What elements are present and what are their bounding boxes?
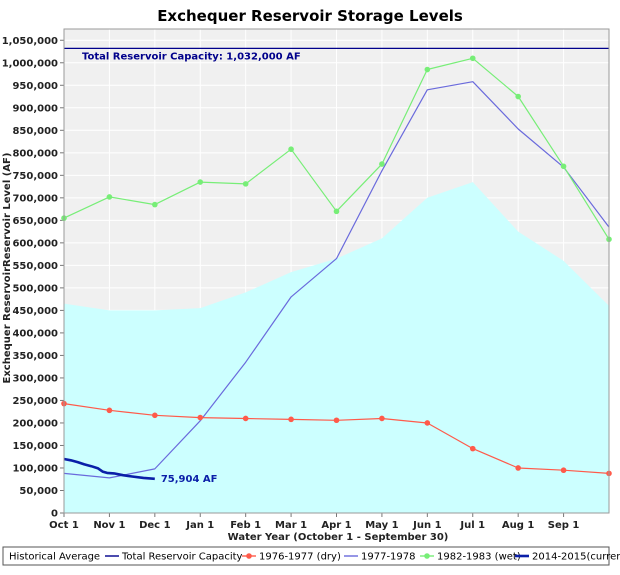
y-axis-label: Exchequer ReservoirReservoir Level (AF) [2, 153, 13, 384]
series-1976-1977-dry-point [106, 407, 113, 414]
legend-label-historical-average: Historical Average [9, 552, 100, 563]
series-1977-1978-line [63, 81, 610, 479]
x-tick-label: May 1 [365, 520, 398, 531]
x-tick-label: Jun 1 [412, 520, 441, 531]
x-tick-label: Aug 1 [502, 520, 534, 531]
series-1976-1977-dry-point [152, 412, 158, 419]
y-tick-label: 250,000 [12, 396, 58, 407]
x-tick-label: Nov 1 [93, 520, 125, 531]
series-1976-1977-dry-point [333, 417, 340, 424]
y-tick-label: 950,000 [12, 81, 58, 92]
chart-title: Exchequer Reservoir Storage Levels [157, 7, 463, 25]
series-1976-1977-dry-point [379, 415, 385, 422]
y-tick-label: 300,000 [12, 373, 58, 384]
series-1982-1983-wet-point [333, 208, 340, 215]
y-tick-label: 500,000 [12, 283, 58, 294]
x-tick-label: Mar 1 [275, 520, 307, 531]
capacity-annotation: Total Reservoir Capacity: 1,032,000 AF [82, 51, 301, 62]
legend: Historical Average Total Reservoir Capaci… [2, 546, 620, 566]
y-tick-label: 700,000 [12, 193, 58, 204]
y-tick-label: 900,000 [12, 103, 58, 114]
x-tick-label: Oct 1 [49, 520, 79, 531]
series-1982-1983-wet-point [424, 66, 431, 73]
series-1982-1983-wet-point [242, 181, 249, 187]
y-tick-label: 800,000 [12, 148, 58, 159]
series-2014-2015-current-line [63, 457, 155, 481]
legend-label-1982-1983-wet: 1982-1983 (wet) [437, 552, 521, 563]
series-1976-1977-dry-point [197, 414, 204, 421]
series-1982-1983-wet-point [515, 93, 521, 100]
legend-box [2, 546, 610, 566]
y-tick-label: 600,000 [12, 238, 58, 249]
series-1982-1983-wet-point [560, 163, 567, 170]
y-tick-label: 650,000 [12, 216, 58, 227]
legend-label-total-reservoir-capacity: Total Reservoir Capacity [121, 552, 243, 563]
series-1982-1983-wet-point [106, 194, 113, 200]
legend-marker-1982-1983-wet [424, 553, 430, 559]
series-historical-average-area [64, 182, 609, 513]
x-tick-label: Sep 1 [548, 520, 580, 531]
x-tick-label: Jan 1 [185, 520, 214, 531]
y-tick-label: 850,000 [12, 126, 58, 137]
x-axis-label: Water Year (October 1 - September 30) [228, 532, 449, 543]
legend-label-1976-1977-dry: 1976-1977 (dry) [259, 552, 341, 563]
series-1976-1977-dry-point [424, 420, 431, 426]
x-tick-label: Dec 1 [139, 520, 170, 531]
y-tick-label: 100,000 [12, 463, 58, 474]
legend-label-2014-2015-current: 2014-2015(current) [532, 552, 620, 563]
y-tick-label: 400,000 [12, 328, 58, 339]
y-tick-label: 200,000 [12, 418, 58, 429]
series-1982-1983-wet-point [379, 161, 385, 167]
x-tick-label: Apr 1 [321, 520, 351, 531]
legend-marker-1976-1977-dry [246, 553, 252, 559]
series-1976-1977-dry-point [469, 445, 476, 452]
x-tick-label: Jul 1 [459, 520, 485, 531]
y-tick-label: 50,000 [19, 486, 58, 497]
y-tick-label: 750,000 [12, 171, 58, 182]
x-tick-label: Feb 1 [230, 520, 261, 531]
series-1982-1983-wet-point [152, 201, 158, 208]
series-1976-1977-dry-point [515, 465, 521, 471]
y-tick-label: 1,050,000 [2, 36, 58, 47]
y-tick-label: 350,000 [12, 351, 58, 362]
series-1976-1977-dry-point [242, 415, 249, 422]
series-1982-1983-wet-point [197, 179, 204, 185]
series-1982-1983-wet-point [469, 55, 476, 62]
series-1976-1977-dry-point [288, 416, 294, 423]
y-tick-label: 550,000 [12, 261, 58, 272]
series-1976-1977-dry-point [560, 467, 567, 474]
y-tick-label: 150,000 [12, 441, 58, 452]
y-tick-label: 450,000 [12, 306, 58, 317]
y-tick-label: 0 [51, 509, 58, 520]
plot-border [63, 28, 610, 514]
legend-label-1977-1978: 1977-1978 [361, 552, 416, 563]
current-level-annotation: 75,904 AF [161, 474, 218, 485]
plot-area: 0 50,000 100,000 150,000 200,000 250,000 300,0… [2, 28, 612, 531]
y-tick-label: 1,000,000 [2, 58, 58, 69]
series-1982-1983-wet-point [288, 146, 294, 153]
